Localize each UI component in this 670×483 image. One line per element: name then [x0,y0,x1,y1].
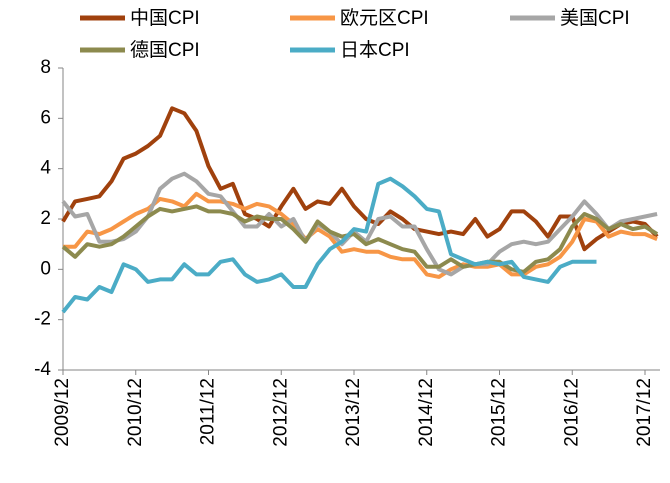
series-line [61,106,659,252]
series-line [63,191,658,279]
x-tick-label: 2015/12 [489,378,510,447]
y-tick-label: 0 [40,258,51,279]
y-tick-label: -2 [34,309,51,330]
x-tick-label: 2010/12 [125,378,146,447]
legend-label: 美国CPI [560,7,630,29]
x-tick-label: 2016/12 [561,378,582,447]
x-tick-label: 2017/12 [634,378,655,447]
y-tick-label: 6 [40,107,51,128]
x-tick-label: 2014/12 [416,378,437,447]
x-tick-label: 2013/12 [343,378,364,447]
x-tick-label: 2009/12 [52,378,73,447]
y-tick-label: 4 [40,158,51,179]
x-tick-label: 2011/12 [198,378,219,445]
y-tick-label: 2 [40,208,51,229]
legend-label: 中国CPI [130,7,200,29]
legend-label: 德国CPI [130,39,200,61]
legend-label: 日本CPI [340,39,410,61]
legend-label: 欧元区CPI [340,7,429,29]
y-tick-label: 8 [40,57,51,78]
series-line [61,176,597,314]
y-tick-label: -4 [34,359,51,380]
x-tick-label: 2012/12 [270,378,291,447]
series-line [61,204,659,274]
series-line [61,171,658,277]
